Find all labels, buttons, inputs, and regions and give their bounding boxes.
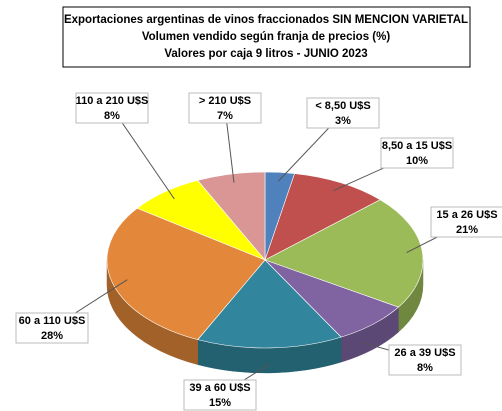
label-box [380,137,454,169]
chart-title: Valores por caja 9 litros - JUNIO 2023 [164,48,367,60]
label-box [15,312,89,344]
slice [197,259,342,349]
value-label: 3% [335,115,351,127]
label-box [183,379,257,411]
title-box [62,6,471,68]
value-label: 8% [104,110,120,122]
slice [264,199,424,308]
value-label: 21% [456,224,478,236]
slice-label: 15 a 26 U$S [436,209,497,221]
label-box [306,97,380,129]
slice-label: < 8,50 U$S [315,100,370,112]
value-label: 15% [209,397,231,409]
label-box [188,92,262,124]
chart-title: Volumen vendido según franja de precios … [142,31,391,43]
value-label: 8% [417,362,433,374]
slice-label: 8,50 a 15 U$S [382,140,452,152]
value-label: 28% [41,330,63,342]
value-label: 7% [217,110,233,122]
chart-title: Exportaciones argentinas de vinos fracci… [64,14,468,26]
label-box [430,206,502,238]
slice [197,171,266,261]
slice [106,207,266,340]
label-box [75,92,149,124]
slice-label: 39 a 60 U$S [189,382,250,394]
slice-label: > 210 U$S [199,95,251,107]
label-box [388,344,462,376]
value-label: 10% [406,155,428,167]
slice-label: 110 a 210 U$S [76,95,149,107]
slice-label: 26 a 39 U$S [394,347,455,359]
slice-label: 60 a 110 U$S [19,315,86,327]
slice [264,173,381,261]
